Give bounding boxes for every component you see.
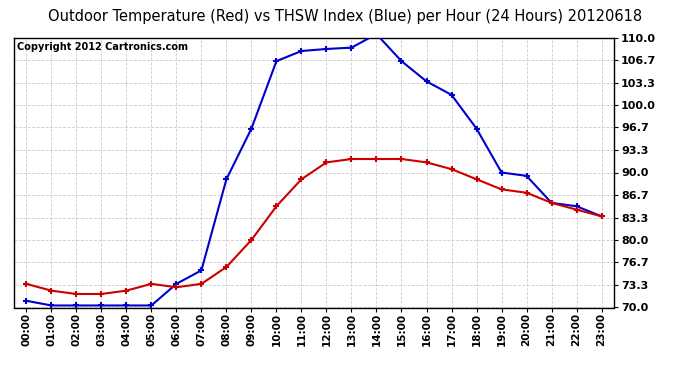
Text: Copyright 2012 Cartronics.com: Copyright 2012 Cartronics.com [17, 42, 188, 51]
Text: Outdoor Temperature (Red) vs THSW Index (Blue) per Hour (24 Hours) 20120618: Outdoor Temperature (Red) vs THSW Index … [48, 9, 642, 24]
